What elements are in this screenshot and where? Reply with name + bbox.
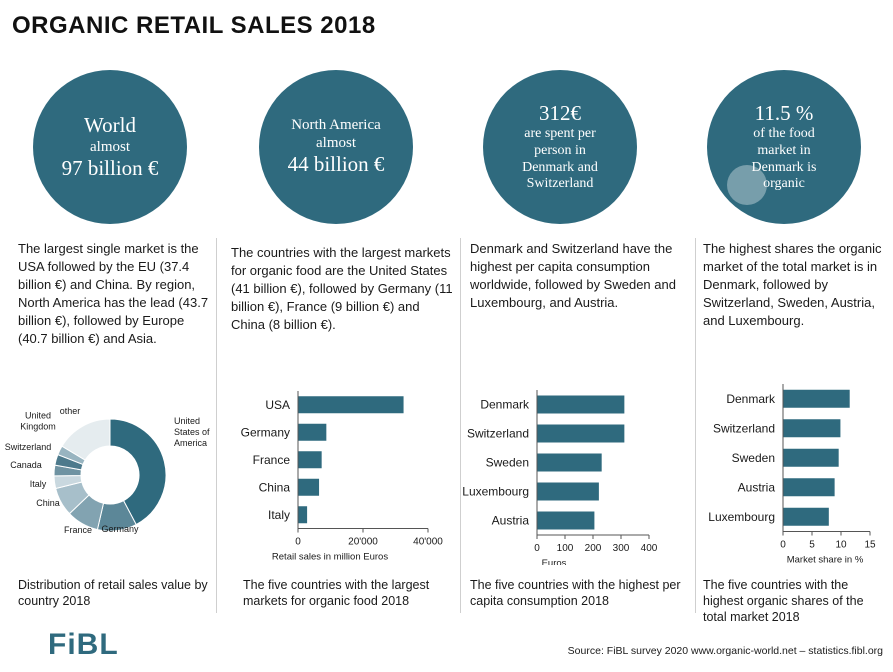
bar bbox=[298, 396, 404, 414]
stat-circle-per-capita: 312€ are spent per person in Denmark and… bbox=[483, 70, 637, 224]
x-axis-title: Euros bbox=[542, 558, 567, 565]
donut-slice bbox=[61, 418, 111, 461]
bar bbox=[298, 423, 327, 441]
circle-text: are spent per person in Denmark and Swit… bbox=[522, 126, 598, 192]
column-divider bbox=[460, 238, 461, 613]
column-divider bbox=[216, 238, 217, 613]
x-tick-label: 200 bbox=[585, 543, 602, 554]
bar-category-label: China bbox=[259, 480, 291, 494]
stat-circle-north-america: North America almost 44 billion € bbox=[259, 70, 413, 224]
bar-category-label: Denmark bbox=[726, 392, 776, 406]
x-tick-label: 100 bbox=[557, 543, 574, 554]
x-tick-label: 40'000 bbox=[413, 537, 443, 548]
caption-donut: Distribution of retail sales value by co… bbox=[18, 578, 208, 608]
donut-label: France bbox=[64, 525, 92, 535]
circle-text: of the food market in Denmark is organic bbox=[751, 126, 817, 192]
x-tick-label: 0 bbox=[295, 537, 301, 548]
caption-largest-markets: The five countries with the largest mark… bbox=[243, 578, 430, 608]
bar bbox=[783, 478, 835, 497]
x-tick-label: 0 bbox=[780, 540, 786, 551]
circle-text: almost bbox=[90, 139, 130, 155]
donut-label: Italy bbox=[30, 479, 47, 489]
source-note: Source: FiBL survey 2020 www.organic-wor… bbox=[567, 645, 883, 657]
circle-value: 44 billion € bbox=[287, 152, 385, 177]
column-divider bbox=[695, 238, 696, 613]
bar-chart-market-share: Denmark Switzerland Sweden Austria Luxembour… bbox=[708, 384, 876, 566]
donut-label: other bbox=[60, 406, 81, 416]
circle-heading: North America bbox=[291, 117, 381, 134]
x-tick-label: 5 bbox=[809, 540, 815, 551]
bar-category-label: USA bbox=[265, 398, 290, 412]
donut-label: United States of America bbox=[174, 416, 210, 448]
bar bbox=[537, 453, 602, 472]
bar-category-label: Sweden bbox=[486, 456, 529, 470]
bar bbox=[783, 389, 850, 408]
donut-label: China bbox=[36, 498, 60, 508]
donut-label: Germany bbox=[101, 524, 139, 534]
bar bbox=[537, 511, 595, 530]
donut-label: Canada bbox=[10, 460, 42, 470]
bar bbox=[298, 506, 308, 524]
description-world: The largest single market is the USA fol… bbox=[18, 241, 209, 346]
x-tick-label: 20'000 bbox=[348, 537, 378, 548]
bar-category-label: France bbox=[253, 453, 291, 467]
donut-label: United Kingdom bbox=[20, 411, 56, 432]
bar-category-label: Switzerland bbox=[713, 421, 775, 435]
caption-per-capita: The five countries with the highest per … bbox=[470, 578, 681, 608]
bar bbox=[537, 482, 599, 501]
fibl-logo: FiBL bbox=[48, 628, 119, 661]
bar bbox=[783, 507, 829, 526]
circle-value: 11.5 % bbox=[754, 100, 814, 125]
stat-circle-world: World almost 97 billion € bbox=[33, 70, 187, 224]
bar-category-label: Austria bbox=[492, 514, 530, 528]
description-market-share: The highest shares the organic market of… bbox=[703, 241, 882, 328]
bar bbox=[537, 395, 625, 414]
bar bbox=[783, 448, 839, 467]
bar-category-label: Austria bbox=[738, 480, 776, 494]
bar-category-label: Switzerland bbox=[467, 427, 529, 441]
caption-market-share: The five countries with the highest orga… bbox=[703, 578, 864, 624]
x-tick-label: 400 bbox=[641, 543, 658, 554]
bar bbox=[298, 478, 320, 496]
description-north-america: The countries with the largest markets f… bbox=[231, 245, 453, 332]
x-tick-label: 0 bbox=[534, 543, 540, 554]
bar bbox=[537, 424, 625, 443]
circle-value: 97 billion € bbox=[61, 156, 159, 180]
donut-chart-retail-distribution: United States of America Germany France China… bbox=[5, 406, 210, 535]
bar-category-label: Germany bbox=[241, 425, 290, 439]
page-title: ORGANIC RETAIL SALES 2018 bbox=[12, 12, 376, 39]
donut-slice bbox=[109, 418, 167, 526]
bar bbox=[298, 451, 322, 469]
x-tick-label: 15 bbox=[864, 540, 876, 551]
x-tick-label: 300 bbox=[613, 543, 630, 554]
circle-value: 312€ bbox=[539, 100, 581, 125]
x-axis-title: Market share in % bbox=[787, 555, 864, 566]
bar-category-label: Luxembourg bbox=[462, 485, 529, 499]
circle-heading: World bbox=[84, 112, 136, 137]
bar-category-label: Sweden bbox=[732, 451, 775, 465]
bar-chart-per-capita: Denmark Switzerland Sweden Luxembourg Austri… bbox=[462, 390, 658, 565]
circle-text: almost bbox=[316, 135, 356, 152]
donut-label: Switzerland bbox=[5, 442, 52, 452]
bar-category-label: Denmark bbox=[480, 398, 530, 412]
x-axis-title: Retail sales in million Euros bbox=[272, 552, 388, 563]
bar bbox=[783, 419, 841, 438]
decorative-bubble bbox=[727, 165, 767, 205]
description-per-capita: Denmark and Switzerland have the highest… bbox=[470, 241, 676, 310]
bar-category-label: Italy bbox=[268, 508, 290, 522]
stat-circle-market-share: 11.5 % of the food market in Denmark is … bbox=[707, 70, 861, 224]
bar-category-label: Luxembourg bbox=[708, 510, 775, 524]
x-tick-label: 10 bbox=[835, 540, 847, 551]
bar-chart-largest-markets: USA Germany France China Italy 0 20'000 40'000 R… bbox=[241, 391, 443, 563]
